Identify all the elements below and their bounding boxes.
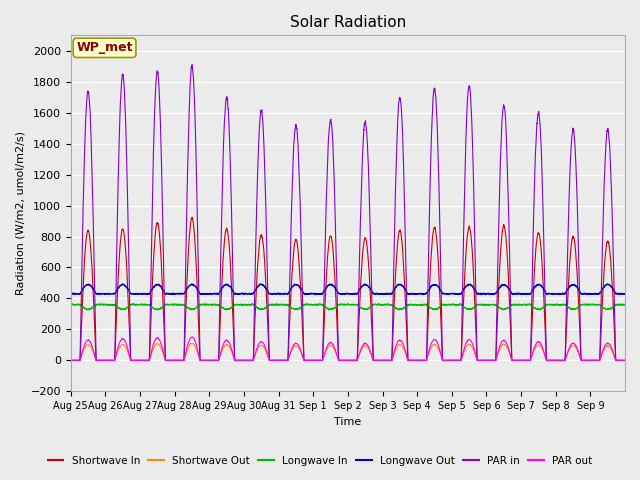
X-axis label: Time: Time	[334, 417, 362, 427]
Text: WP_met: WP_met	[76, 41, 133, 54]
Title: Solar Radiation: Solar Radiation	[290, 15, 406, 30]
Legend: Shortwave In, Shortwave Out, Longwave In, Longwave Out, PAR in, PAR out: Shortwave In, Shortwave Out, Longwave In…	[44, 452, 596, 470]
Y-axis label: Radiation (W/m2, umol/m2/s): Radiation (W/m2, umol/m2/s)	[15, 132, 25, 295]
